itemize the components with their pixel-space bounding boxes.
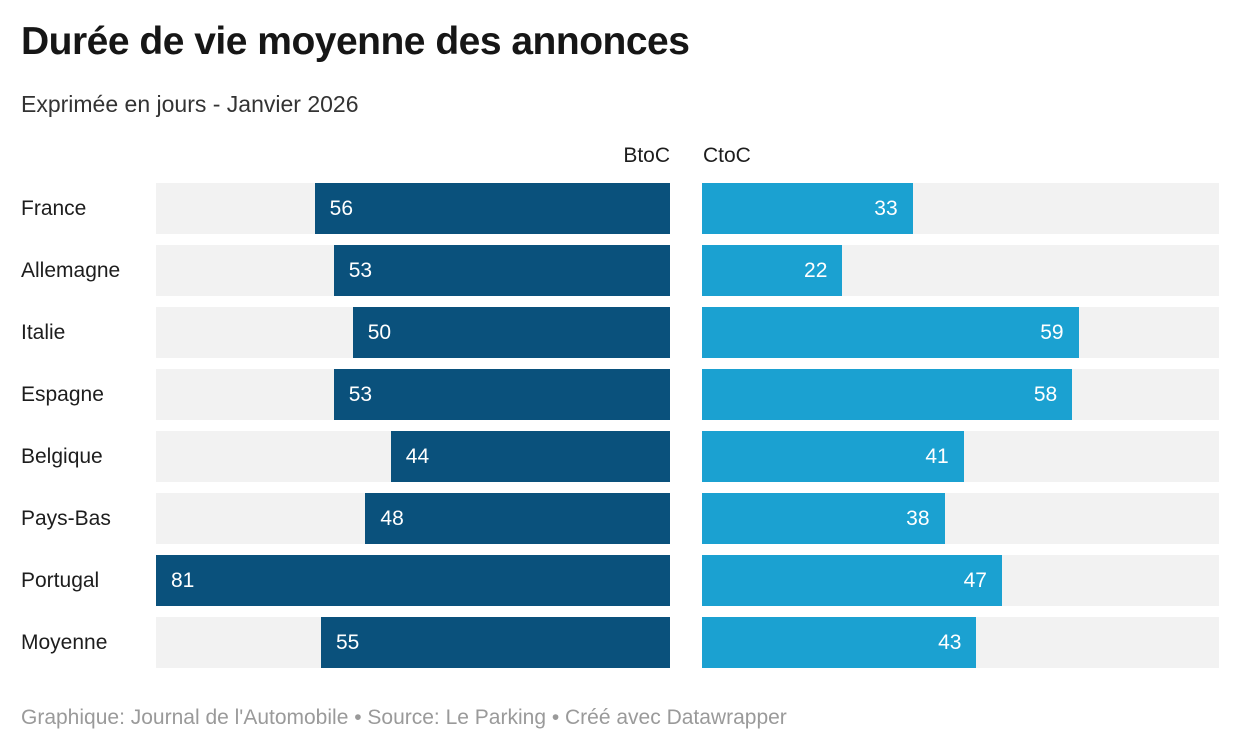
- btoc-bar-track: 44: [156, 431, 670, 482]
- btoc-bar-value-label: 56: [329, 197, 354, 220]
- btoc-bar-value-label: 44: [405, 445, 430, 468]
- row-label-belgique: Belgique: [21, 445, 103, 468]
- ctoc-bar-value-label: 33: [874, 197, 898, 220]
- row-label-portugal: Portugal: [21, 569, 100, 592]
- ctoc-bar: 41: [702, 431, 964, 482]
- btoc-bar-track: 50: [156, 307, 670, 358]
- btoc-bar: 48: [365, 493, 670, 544]
- ctoc-bar-value-label: 47: [963, 569, 987, 592]
- btoc-bar-value-label: 53: [348, 259, 373, 282]
- btoc-bar-value-label: 55: [336, 631, 360, 654]
- ctoc-bar-value-label: 38: [906, 507, 930, 530]
- btoc-bar-value-label: 48: [380, 507, 404, 530]
- ctoc-bar-track: 43: [702, 617, 1219, 668]
- btoc-bar: 55: [321, 617, 670, 668]
- row-label-pays-bas: Pays-Bas: [21, 507, 111, 530]
- btoc-bar: 81: [156, 555, 670, 606]
- ctoc-bar: 47: [702, 555, 1002, 606]
- btoc-bar-value-label: 53: [348, 383, 373, 406]
- btoc-bar-track: 53: [156, 369, 670, 420]
- btoc-bar-track: 55: [156, 617, 670, 668]
- btoc-bar: 44: [390, 431, 670, 482]
- chart-title: Durée de vie moyenne des annonces: [21, 20, 690, 63]
- chart-attribution: Graphique: Journal de l'Automobile • Sou…: [21, 706, 787, 729]
- btoc-bar-track: 48: [156, 493, 670, 544]
- ctoc-bar-value-label: 22: [804, 259, 828, 282]
- btoc-bar-value-label: 81: [171, 569, 195, 592]
- ctoc-bar-track: 58: [702, 369, 1219, 420]
- ctoc-bar-track: 59: [702, 307, 1219, 358]
- chart-subtitle: Exprimée en jours - Janvier 2026: [21, 91, 359, 117]
- column-header-ctoc: CtoC: [703, 144, 751, 167]
- ctoc-bar-value-label: 58: [1033, 383, 1058, 406]
- ctoc-bar-value-label: 41: [925, 445, 949, 468]
- ctoc-bar: 43: [702, 617, 977, 668]
- column-header-btoc: BtoC: [623, 144, 670, 167]
- row-label-france: France: [21, 197, 87, 220]
- ctoc-bar: 58: [702, 369, 1073, 420]
- btoc-bar-track: 81: [156, 555, 670, 606]
- ctoc-bar-value-label: 59: [1040, 321, 1064, 344]
- btoc-bar: 53: [333, 369, 670, 420]
- ctoc-bar-track: 41: [702, 431, 1219, 482]
- btoc-bar: 56: [314, 183, 670, 234]
- row-label-allemagne: Allemagne: [21, 259, 121, 282]
- ctoc-bar: 33: [702, 183, 913, 234]
- ctoc-bar: 38: [702, 493, 945, 544]
- ctoc-bar-track: 33: [702, 183, 1219, 234]
- row-label-moyenne: Moyenne: [21, 631, 108, 654]
- btoc-bar-track: 53: [156, 245, 670, 296]
- ctoc-bar-track: 22: [702, 245, 1219, 296]
- ctoc-bar-track: 47: [702, 555, 1219, 606]
- row-label-italie: Italie: [21, 321, 66, 344]
- ctoc-bar: 22: [702, 245, 843, 296]
- btoc-bar-track: 56: [156, 183, 670, 234]
- btoc-bar-value-label: 50: [367, 321, 392, 344]
- btoc-bar: 53: [333, 245, 670, 296]
- ctoc-bar: 59: [702, 307, 1079, 358]
- btoc-bar: 50: [352, 307, 670, 358]
- ctoc-bar-track: 38: [702, 493, 1219, 544]
- ctoc-bar-value-label: 43: [938, 631, 962, 654]
- row-label-espagne: Espagne: [21, 383, 104, 406]
